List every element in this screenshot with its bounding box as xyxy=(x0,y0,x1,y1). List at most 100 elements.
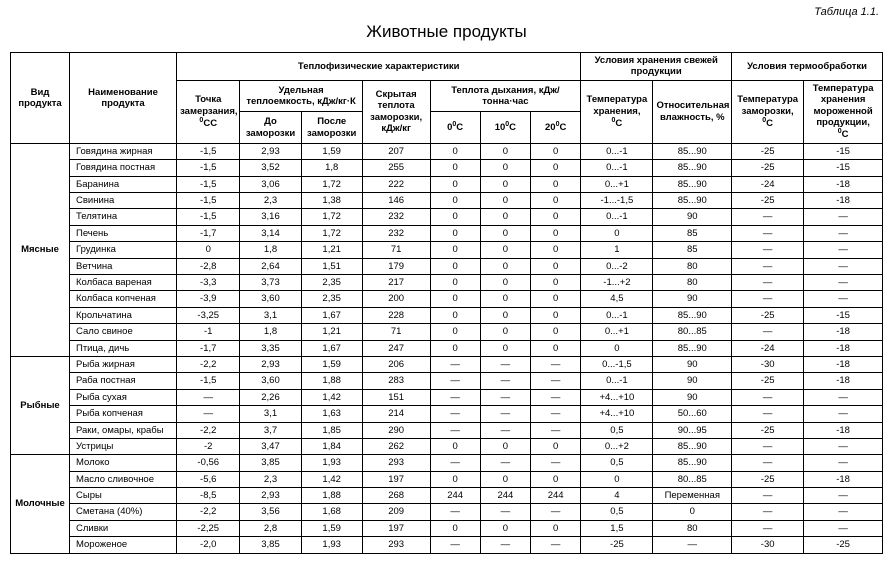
value-cell: 0 xyxy=(430,520,480,536)
value-cell: 206 xyxy=(362,356,430,372)
value-cell: -1,5 xyxy=(177,209,240,225)
value-cell: 1,85 xyxy=(301,422,362,438)
category-cell: Мясные xyxy=(11,143,70,356)
value-cell: 3,52 xyxy=(240,160,301,176)
col-thermo-group: Теплофизические характеристики xyxy=(177,53,581,81)
value-cell: 90 xyxy=(653,291,732,307)
value-cell: 90...95 xyxy=(653,422,732,438)
value-cell: Переменная xyxy=(653,488,732,504)
value-cell: -2,2 xyxy=(177,422,240,438)
value-cell: 3,47 xyxy=(240,438,301,454)
value-cell: 293 xyxy=(362,537,430,553)
value-cell: — xyxy=(430,406,480,422)
value-cell: — xyxy=(653,537,732,553)
value-cell: 0 xyxy=(480,340,530,356)
value-cell: -25 xyxy=(581,537,653,553)
value-cell: -8,5 xyxy=(177,488,240,504)
value-cell: -18 xyxy=(804,324,883,340)
value-cell: 0 xyxy=(480,520,530,536)
value-cell: 3,1 xyxy=(240,406,301,422)
value-cell: +4...+10 xyxy=(581,406,653,422)
value-cell: — xyxy=(804,225,883,241)
value-cell: -1...+2 xyxy=(581,275,653,291)
value-cell: 232 xyxy=(362,209,430,225)
table-row: Сало свиное-11,81,21710000...+180...85—-… xyxy=(11,324,883,340)
value-cell: 0 xyxy=(430,225,480,241)
value-cell: 1,5 xyxy=(581,520,653,536)
value-cell: 71 xyxy=(362,324,430,340)
value-cell: -2,2 xyxy=(177,356,240,372)
table-row: Баранина-1,53,061,722220000...+185...90-… xyxy=(11,176,883,192)
name-cell: Ветчина xyxy=(70,258,177,274)
value-cell: 3,60 xyxy=(240,373,301,389)
value-cell: 0 xyxy=(430,471,480,487)
value-cell: 0 xyxy=(531,160,581,176)
value-cell: 85...90 xyxy=(653,455,732,471)
value-cell: -25 xyxy=(732,307,804,323)
value-cell: — xyxy=(531,373,581,389)
table-row: Сметана (40%)-2,23,561,68209———0,50—— xyxy=(11,504,883,520)
value-cell: 1,72 xyxy=(301,176,362,192)
value-cell: -3,25 xyxy=(177,307,240,323)
value-cell: 85...90 xyxy=(653,160,732,176)
value-cell: -1,5 xyxy=(177,193,240,209)
value-cell: 0 xyxy=(653,504,732,520)
col-freeze-point: Точка замерзания,0CC xyxy=(177,80,240,143)
table-row: Грудинка01,81,2171000185—— xyxy=(11,242,883,258)
value-cell: 0 xyxy=(480,160,530,176)
value-cell: — xyxy=(732,258,804,274)
value-cell: 3,7 xyxy=(240,422,301,438)
name-cell: Рыба копченая xyxy=(70,406,177,422)
value-cell: 0 xyxy=(430,340,480,356)
value-cell: 0...-1 xyxy=(581,373,653,389)
value-cell: 0 xyxy=(480,438,530,454)
value-cell: 80...85 xyxy=(653,324,732,340)
value-cell: 3,73 xyxy=(240,275,301,291)
value-cell: -18 xyxy=(804,176,883,192)
table-body: МясныеГовядина жирная-1,52,931,592070000… xyxy=(11,143,883,553)
name-cell: Сыры xyxy=(70,488,177,504)
value-cell: — xyxy=(732,389,804,405)
value-cell: 1,59 xyxy=(301,520,362,536)
value-cell: 1,67 xyxy=(301,340,362,356)
value-cell: 0...-1 xyxy=(581,209,653,225)
value-cell: 1,59 xyxy=(301,356,362,372)
value-cell: 209 xyxy=(362,504,430,520)
value-cell: 1,72 xyxy=(301,209,362,225)
value-cell: 0 xyxy=(480,242,530,258)
table-row: Говядина постная-1,53,521,82550000...-18… xyxy=(11,160,883,176)
value-cell: 293 xyxy=(362,455,430,471)
name-cell: Птица, дичь xyxy=(70,340,177,356)
value-cell: 290 xyxy=(362,422,430,438)
value-cell: — xyxy=(804,258,883,274)
value-cell: -30 xyxy=(732,356,804,372)
table-row: Масло сливочное-5,62,31,42197000080...85… xyxy=(11,471,883,487)
name-cell: Рыба сухая xyxy=(70,389,177,405)
value-cell: 1,38 xyxy=(301,193,362,209)
value-cell: 0 xyxy=(430,307,480,323)
table-row: Печень-1,73,141,72232000085—— xyxy=(11,225,883,241)
value-cell: 3,56 xyxy=(240,504,301,520)
name-cell: Телятина xyxy=(70,209,177,225)
value-cell: 90 xyxy=(653,389,732,405)
value-cell: -1,7 xyxy=(177,340,240,356)
value-cell: -18 xyxy=(804,340,883,356)
value-cell: 3,1 xyxy=(240,307,301,323)
value-cell: -3,3 xyxy=(177,275,240,291)
value-cell: — xyxy=(480,455,530,471)
value-cell: — xyxy=(732,209,804,225)
value-cell: 3,16 xyxy=(240,209,301,225)
value-cell: 85...90 xyxy=(653,340,732,356)
value-cell: 0 xyxy=(480,225,530,241)
value-cell: -24 xyxy=(732,340,804,356)
value-cell: -1,5 xyxy=(177,373,240,389)
value-cell: 3,14 xyxy=(240,225,301,241)
value-cell: 1,68 xyxy=(301,504,362,520)
value-cell: — xyxy=(804,488,883,504)
value-cell: 268 xyxy=(362,488,430,504)
value-cell: +4...+10 xyxy=(581,389,653,405)
col-treatment-group: Условия термообработки xyxy=(732,53,883,81)
value-cell: 0 xyxy=(531,209,581,225)
value-cell: — xyxy=(804,438,883,454)
value-cell: -2 xyxy=(177,438,240,454)
